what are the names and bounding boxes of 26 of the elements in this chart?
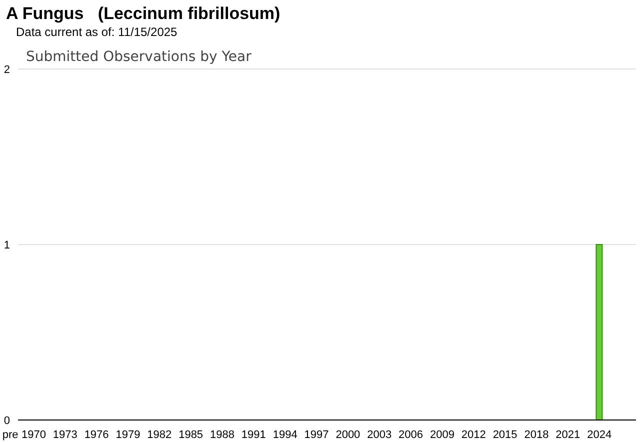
x-tick-label: 2018: [524, 429, 549, 441]
x-tick-label: 2003: [367, 429, 392, 441]
chart-subtitle: Data current as of: 11/15/2025: [16, 25, 178, 39]
x-tick-label: 1982: [147, 429, 172, 441]
x-tick-label: 2009: [430, 429, 454, 441]
chart-title: A Fungus (Leccinum fibrillosum): [6, 4, 280, 24]
x-tick-label: 2006: [398, 429, 424, 441]
x-tick-label: 2021: [556, 429, 580, 441]
x-tick-label: 1988: [210, 429, 234, 441]
x-tick-label: 2000: [336, 429, 360, 441]
x-tick-label: 1994: [272, 429, 298, 441]
x-tick-label: 1976: [84, 429, 109, 441]
x-tick-label: 2024: [587, 429, 612, 441]
x-tick-label: 1985: [178, 429, 204, 441]
x-tick-label: 1979: [116, 429, 140, 441]
text: Submitted Observations by Year: [26, 49, 252, 65]
y-tick-label: 2: [4, 64, 10, 76]
x-tick-label: 1970: [21, 429, 46, 441]
x-tick-label: 1997: [304, 429, 329, 441]
x-tick-label: 1973: [52, 429, 78, 441]
x-tick-label: 2012: [461, 429, 486, 441]
y-tick-label: 1: [4, 239, 10, 252]
x-tick-label: pre: [2, 429, 18, 441]
x-tick-label: 2015: [492, 429, 518, 441]
y-tick-label: 0: [4, 414, 10, 427]
x-tick-label: 1991: [241, 429, 266, 441]
